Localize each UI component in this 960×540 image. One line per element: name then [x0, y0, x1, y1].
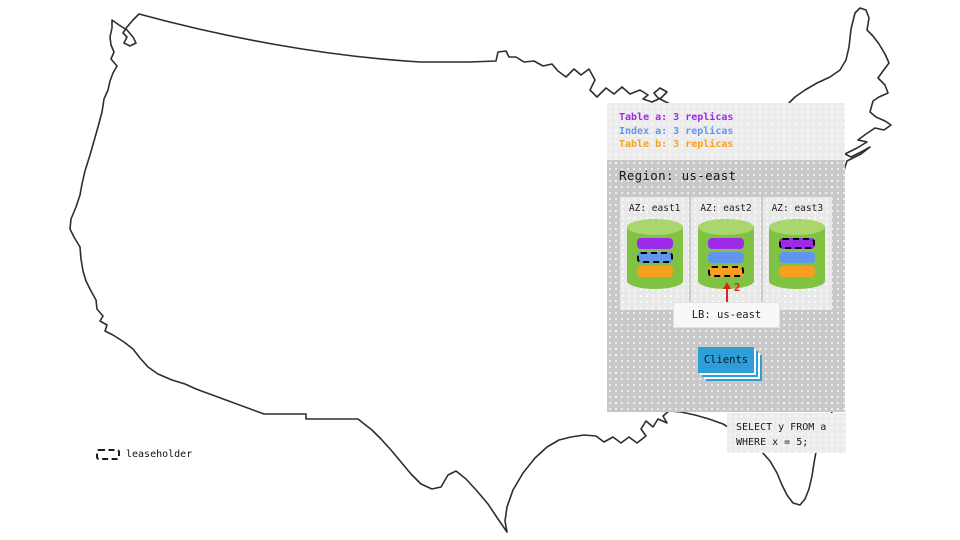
- az-label: AZ: east2: [700, 203, 752, 214]
- database-cylinder: [769, 219, 826, 289]
- az-label: AZ: east1: [628, 203, 681, 214]
- az-cell-east3: AZ: east3: [760, 197, 832, 310]
- replica-bar-table-a: [707, 238, 744, 249]
- replica-bar-index-a: [636, 252, 673, 263]
- query-arrow-icon: [723, 282, 731, 289]
- leaseholder-key: leaseholder: [96, 449, 192, 460]
- legend-table-b: Table b: 3 replicas: [619, 139, 734, 150]
- database-cylinder: [697, 219, 754, 289]
- legend-index-a: Index a: 3 replicas: [619, 125, 734, 137]
- clients-box: Clients: [698, 347, 754, 373]
- query-arrow-line: [726, 288, 728, 303]
- sql-query-box: SELECT y FROM a WHERE x = 5;: [727, 413, 846, 453]
- replica-bar-table-b: [707, 266, 744, 277]
- replica-bar-table-a: [779, 238, 816, 249]
- region-title: Region: us-east: [619, 168, 737, 183]
- replica-bar-table-b: [779, 266, 816, 277]
- replica-bar-index-a: [779, 252, 816, 263]
- cylinder-top: [697, 219, 754, 235]
- az-cell-east1: AZ: east1: [620, 197, 689, 310]
- sql-line-1: SELECT y FROM a: [736, 422, 827, 433]
- replica-bar-table-b: [636, 266, 673, 277]
- cylinder-top: [769, 219, 826, 235]
- database-cylinder: [626, 219, 683, 289]
- query-step-label: 2: [734, 282, 741, 294]
- replica-bar-index-a: [707, 252, 744, 263]
- az-label: AZ: east3: [771, 203, 824, 214]
- replica-bar-table-a: [636, 238, 673, 249]
- load-balancer-box: LB: us-east: [673, 302, 780, 328]
- az-cell-east2: AZ: east2: [689, 197, 760, 310]
- region-panel: Region: us-east AZ: east1 AZ: east2: [607, 160, 845, 412]
- replica-legend-panel: Table a: 3 replicas Index a: 3 replicas …: [607, 103, 845, 160]
- cylinder-top: [626, 219, 683, 235]
- leaseholder-key-label: leaseholder: [126, 449, 193, 460]
- legend-table-a: Table a: 3 replicas: [619, 112, 734, 123]
- sql-line-2: WHERE x = 5;: [736, 437, 809, 448]
- leaseholder-swatch-icon: [96, 449, 120, 460]
